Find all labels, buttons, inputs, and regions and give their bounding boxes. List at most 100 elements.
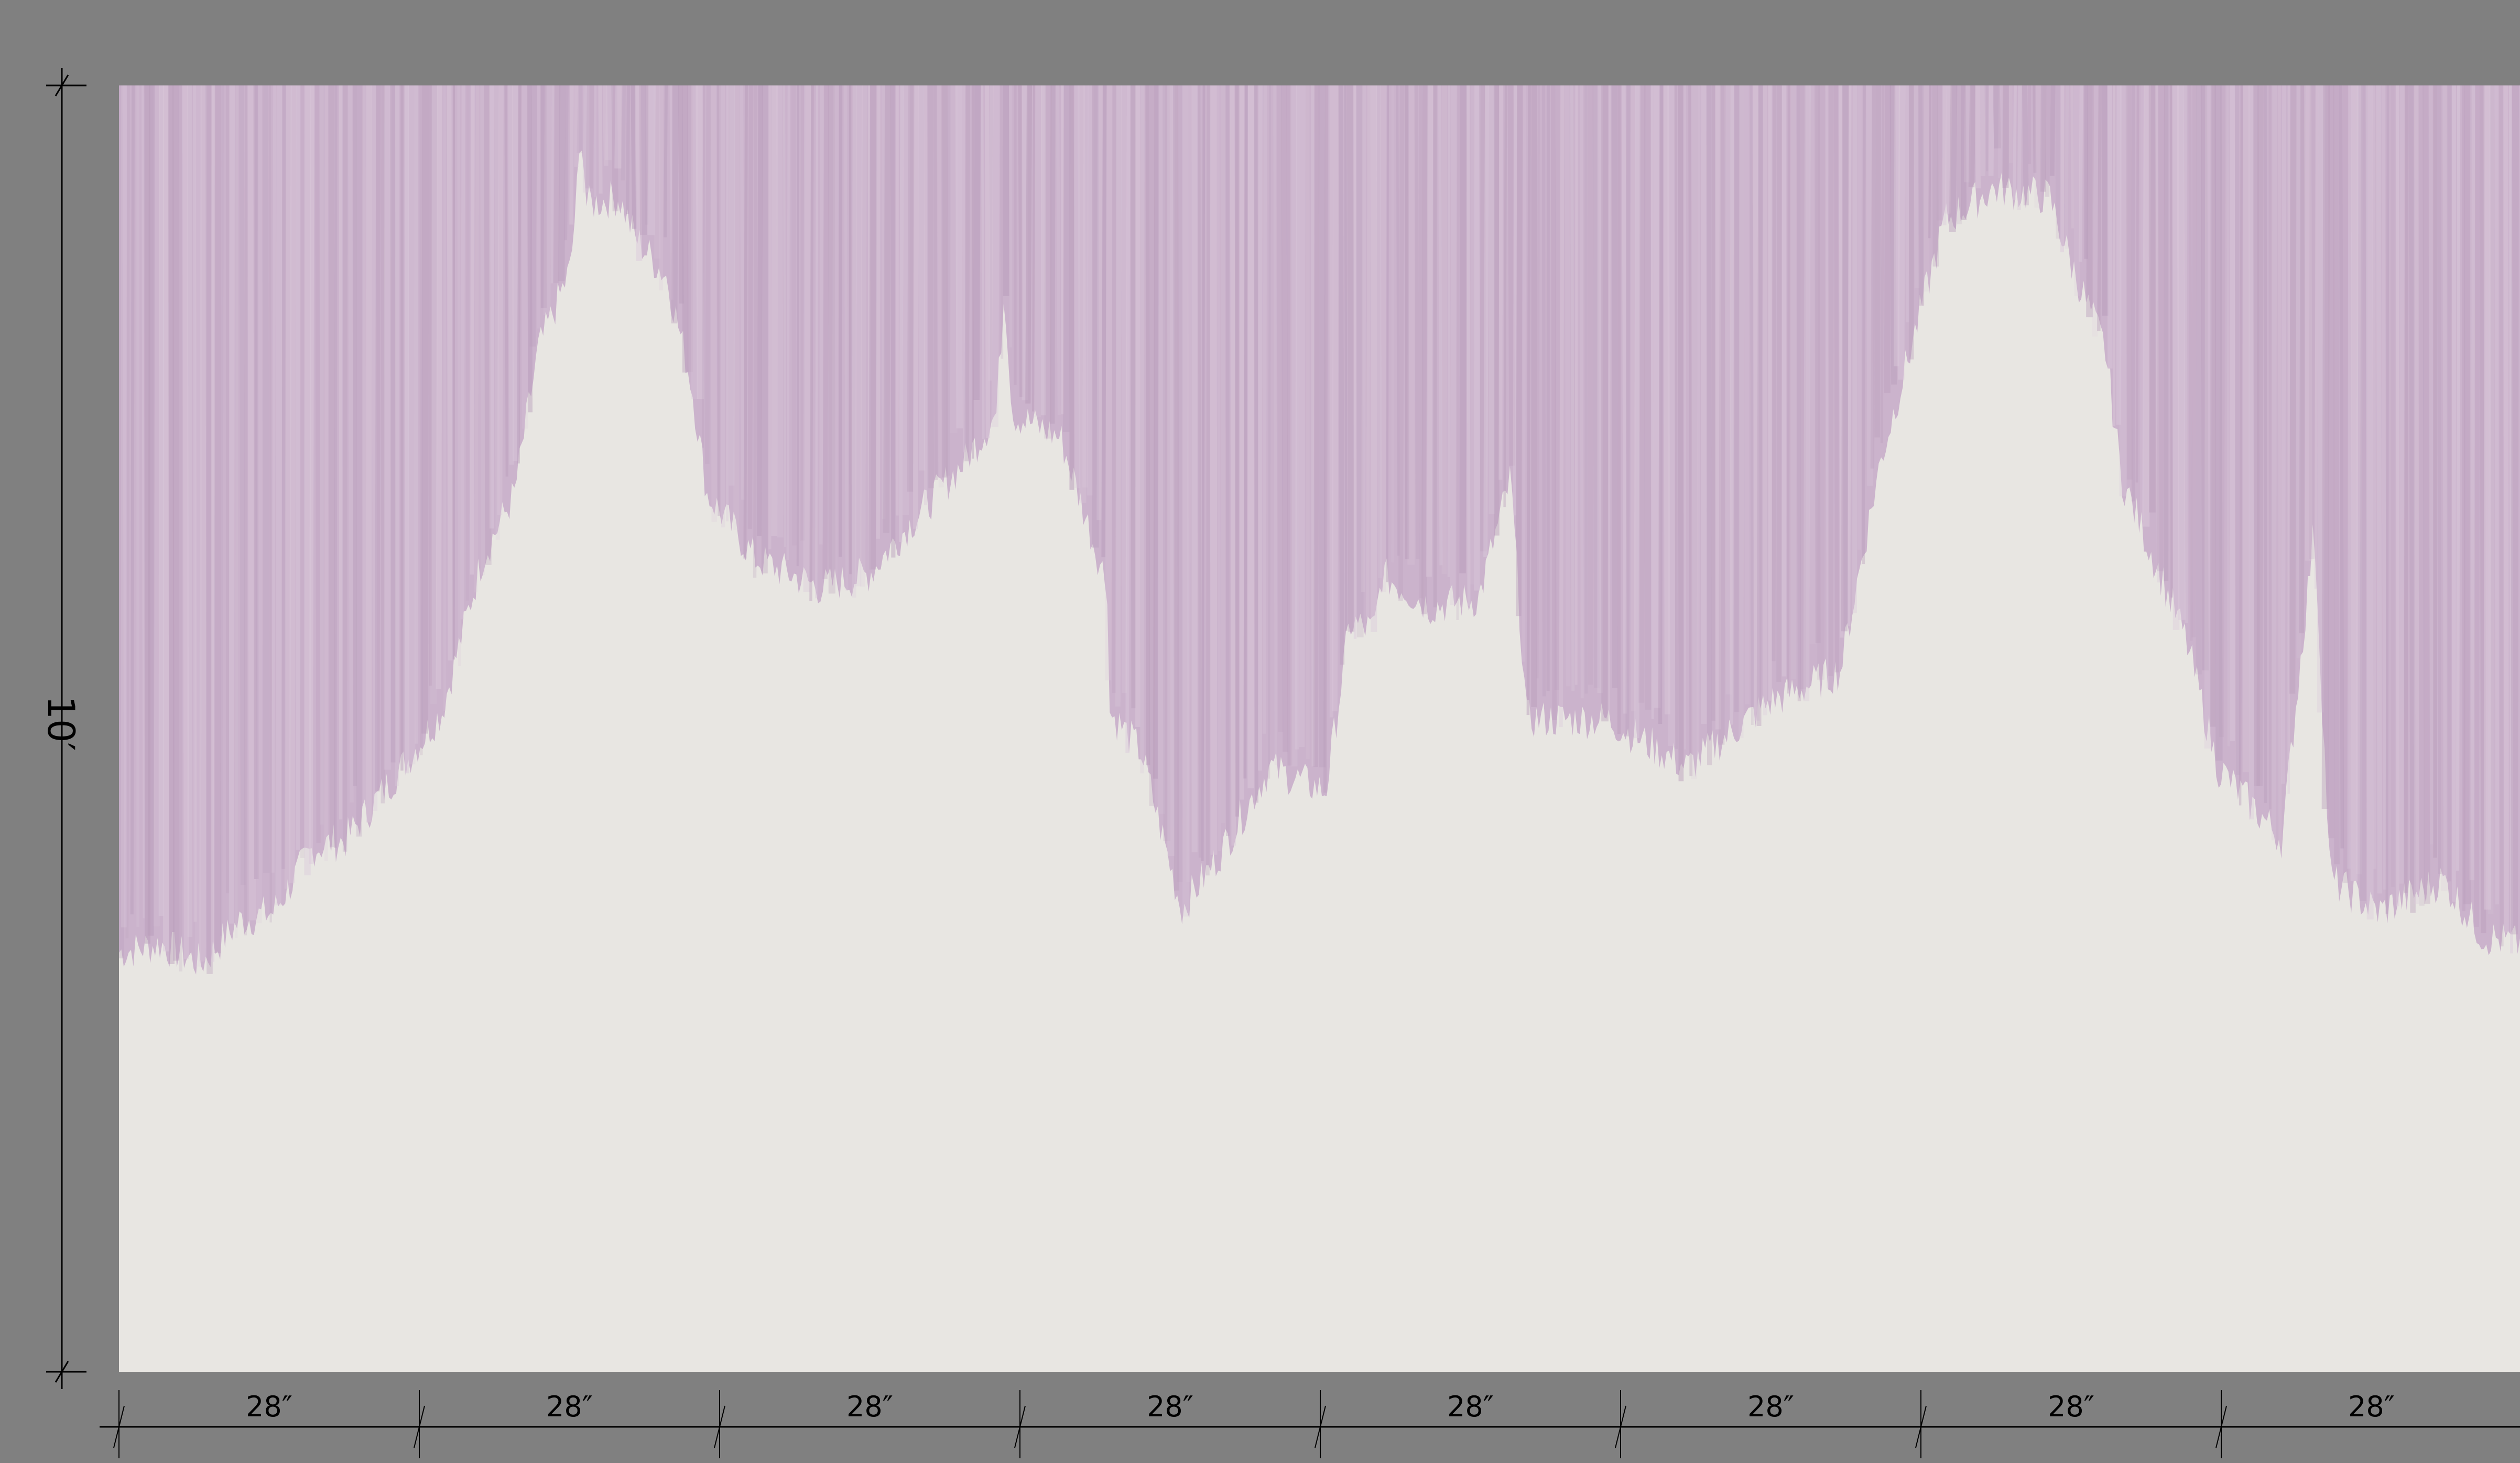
- brush-stroke: [543, 85, 552, 315]
- brush-stroke: [1096, 85, 1103, 521]
- brush-stroke: [1862, 85, 1866, 565]
- brush-stroke: [2086, 85, 2094, 318]
- brush-stroke: [962, 85, 966, 452]
- brush-stroke: [537, 85, 541, 329]
- brush-stroke: [569, 85, 574, 225]
- brush-stroke: [2281, 85, 2286, 784]
- brush-stroke: [220, 85, 224, 936]
- brush-stroke: [1980, 85, 1985, 176]
- brush-stroke: [776, 85, 784, 538]
- brush-stroke: [1897, 85, 1906, 380]
- brush-stroke: [256, 85, 264, 924]
- brush-stroke: [1254, 85, 1259, 803]
- brush-stroke: [508, 85, 514, 465]
- panel-width-label: 28″: [2348, 1390, 2395, 1423]
- brush-stroke: [275, 85, 283, 906]
- brush-stroke: [2097, 85, 2102, 331]
- brush-stroke: [602, 85, 609, 166]
- brush-stroke: [1622, 85, 1627, 714]
- brush-stroke: [1268, 85, 1272, 779]
- brush-stroke: [247, 85, 256, 920]
- brush-stroke: [2381, 85, 2387, 890]
- brush-stroke: [2256, 85, 2264, 786]
- brush-stroke: [907, 85, 915, 492]
- brush-stroke: [2271, 85, 2277, 841]
- brush-stroke: [1323, 85, 1329, 793]
- brush-stroke: [2423, 85, 2430, 904]
- brush-stroke: [334, 85, 338, 849]
- brush-stroke: [2408, 85, 2416, 913]
- brush-stroke: [1295, 85, 1301, 750]
- brush-stroke: [1607, 85, 1611, 714]
- brush-stroke: [2469, 85, 2475, 881]
- brush-stroke: [2177, 85, 2186, 620]
- brush-stroke: [2343, 85, 2349, 884]
- brush-stroke: [747, 85, 754, 529]
- brush-stroke: [2494, 85, 2500, 905]
- brush-stroke: [1000, 85, 1004, 359]
- brush-stroke: [2428, 85, 2434, 844]
- brush-stroke: [2219, 85, 2225, 738]
- brush-stroke: [512, 85, 519, 461]
- brush-stroke: [2350, 85, 2359, 882]
- brush-stroke: [289, 85, 297, 884]
- brush-stroke: [756, 85, 763, 537]
- brush-stroke: [1874, 85, 1882, 438]
- brush-stroke: [390, 85, 396, 763]
- brush-stroke: [1078, 85, 1087, 503]
- brush-stroke: [1526, 85, 1531, 716]
- brush-stroke: [2418, 85, 2425, 906]
- brush-stroke: [119, 85, 124, 959]
- brush-stroke: [716, 85, 720, 516]
- brush-stroke: [743, 85, 748, 559]
- brush-stroke: [1205, 85, 1211, 876]
- brush-stroke: [984, 85, 991, 438]
- brush-stroke: [436, 85, 443, 689]
- brush-stroke: [2296, 85, 2301, 658]
- brush-stroke: [384, 85, 392, 770]
- brush-stroke: [1634, 85, 1641, 739]
- brush-stroke: [1719, 85, 1726, 745]
- brush-stroke: [1277, 85, 1284, 732]
- brush-stroke: [2299, 85, 2306, 634]
- brush-stroke: [194, 85, 203, 967]
- brush-stroke: [626, 85, 631, 214]
- dimension-tick: [414, 1405, 425, 1448]
- brush-stroke: [1611, 85, 1618, 688]
- dimension-tick: [1915, 1405, 1927, 1448]
- brush-stroke: [268, 85, 272, 923]
- brush-stroke: [205, 85, 213, 974]
- brush-stroke: [2045, 85, 2051, 197]
- brush-stroke: [1905, 85, 1910, 322]
- brush-stroke: [199, 85, 208, 962]
- brush-stroke: [430, 85, 439, 705]
- brush-stroke: [933, 85, 938, 480]
- brush-stroke: [1186, 85, 1192, 882]
- brush-stroke: [964, 85, 971, 462]
- brush-stroke: [1082, 85, 1089, 487]
- brush-stroke: [1536, 85, 1540, 679]
- brush-stroke: [1815, 85, 1821, 643]
- brush-stroke: [1198, 85, 1201, 858]
- brush-stroke: [271, 85, 276, 873]
- brush-stroke: [1346, 85, 1355, 632]
- brush-stroke: [1550, 85, 1557, 720]
- brush-stroke: [1559, 85, 1565, 728]
- brush-stroke: [1032, 85, 1036, 412]
- brush-stroke: [2183, 85, 2188, 623]
- brush-stroke: [517, 85, 522, 464]
- brush-stroke: [408, 85, 416, 765]
- brush-stroke: [577, 85, 585, 154]
- brush-stroke: [1674, 85, 1678, 749]
- brush-stroke: [1724, 85, 1732, 695]
- brush-stroke: [2155, 85, 2160, 583]
- brush-stroke: [2248, 85, 2254, 820]
- brush-stroke: [168, 85, 175, 965]
- brush-stroke: [1803, 85, 1811, 701]
- brush-stroke: [1310, 85, 1315, 767]
- brush-stroke: [2461, 85, 2465, 912]
- brush-stroke: [474, 85, 480, 593]
- brush-stroke: [2253, 85, 2260, 786]
- brush-stroke: [460, 85, 465, 620]
- brush-stroke: [1450, 85, 1457, 605]
